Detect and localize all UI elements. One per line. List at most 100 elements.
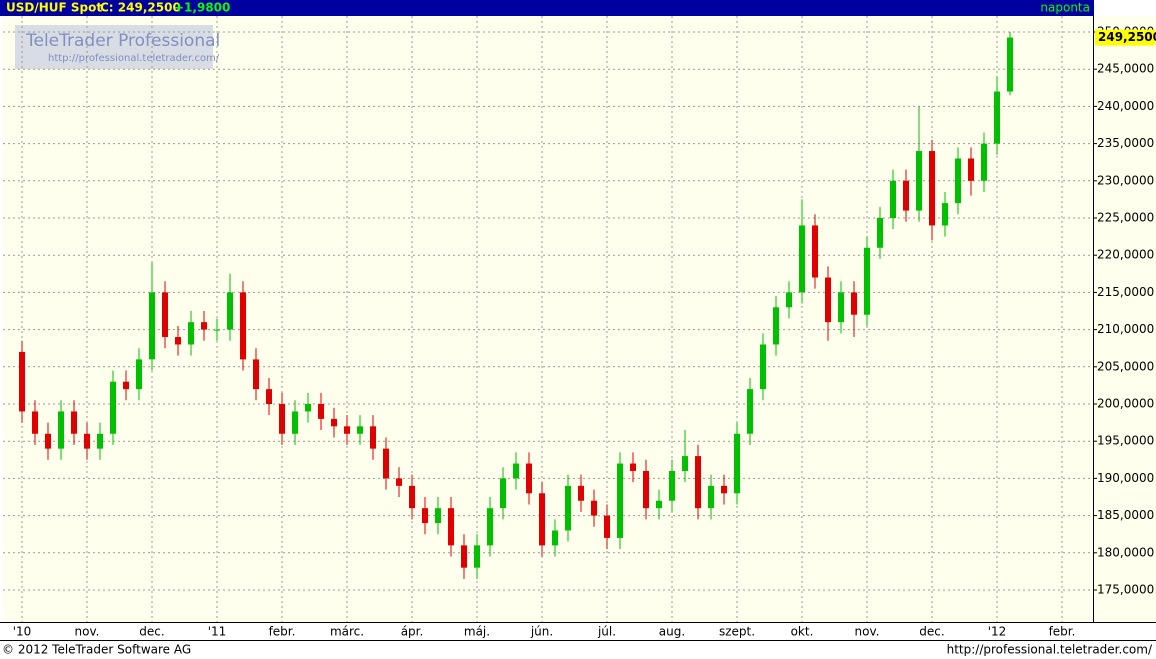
- change-label: +1,9800: [174, 1, 230, 15]
- y-tick-label: 230,0000: [1097, 173, 1154, 187]
- candle-body: [981, 143, 987, 181]
- candle-body: [279, 404, 285, 434]
- candle-body: [838, 292, 844, 323]
- candle-body: [110, 381, 116, 434]
- candle-body: [916, 151, 922, 211]
- candle-body: [942, 203, 948, 226]
- candle-body: [45, 433, 51, 449]
- candle-body: [786, 292, 792, 308]
- y-tick-label: 190,0000: [1097, 471, 1154, 485]
- candle-body: [825, 277, 831, 323]
- candle-body: [188, 322, 194, 345]
- x-tick-label: febr.: [1049, 625, 1076, 639]
- period-label: naponta: [1040, 1, 1090, 15]
- last-value-box: [1095, 29, 1155, 46]
- candle-body: [773, 307, 779, 345]
- candle-body: [994, 91, 1000, 144]
- candle-body: [58, 411, 64, 449]
- y-tick-label: 215,0000: [1097, 285, 1154, 299]
- candle-body: [162, 292, 168, 338]
- candle-body: [448, 508, 454, 546]
- candle-body: [97, 433, 103, 449]
- candle-body: [357, 426, 363, 434]
- y-tick-label: 175,0000: [1097, 583, 1154, 597]
- y-tick-label: 180,0000: [1097, 545, 1154, 559]
- candle-body: [630, 463, 636, 471]
- x-tick-label: aug.: [659, 625, 685, 639]
- y-tick-label: 220,0000: [1097, 248, 1154, 262]
- candle-body: [435, 508, 441, 524]
- candle-body: [734, 433, 740, 494]
- candle-body: [695, 456, 701, 509]
- candle-body: [71, 411, 77, 434]
- candle-body: [643, 470, 649, 509]
- x-tick-label: szept.: [719, 625, 755, 639]
- candle-body: [903, 180, 909, 211]
- y-axis-area: [1094, 16, 1156, 622]
- candle-body: [617, 463, 623, 538]
- candle-body: [747, 389, 753, 434]
- candle-body: [578, 485, 584, 501]
- candle-body: [682, 456, 688, 471]
- candle-body: [1007, 37, 1013, 92]
- candle-body: [513, 463, 519, 479]
- candle-body: [175, 337, 181, 345]
- candle-body: [32, 411, 38, 434]
- y-tick-label: 185,0000: [1097, 508, 1154, 522]
- candle-body: [812, 225, 818, 278]
- candle-body: [474, 545, 480, 568]
- candle-body: [331, 418, 337, 427]
- footer-right: http://professional.teletrader.com/: [947, 643, 1153, 657]
- candle-body: [669, 470, 675, 501]
- x-tick-label: okt.: [791, 625, 814, 639]
- candle-body: [877, 218, 883, 248]
- x-tick-label: ápr.: [401, 625, 424, 639]
- plot-area: [3, 16, 1093, 622]
- candle-body: [955, 158, 961, 204]
- footer-left: © 2012 TeleTrader Software AG: [2, 643, 191, 657]
- candle-body: [318, 404, 324, 419]
- y-tick-label: 200,0000: [1097, 397, 1154, 411]
- candle-body: [565, 485, 571, 531]
- x-tick-label: jún.: [530, 625, 553, 639]
- candle-body: [214, 329, 220, 331]
- candle-body: [929, 151, 935, 226]
- candle-body: [253, 359, 259, 390]
- x-tick-label: dec.: [139, 625, 164, 639]
- x-tick-label: márc.: [330, 625, 364, 639]
- candle-body: [656, 500, 662, 509]
- candle-body: [851, 292, 857, 315]
- x-tick-label: '10: [13, 625, 32, 639]
- x-tick-label: '11: [208, 625, 227, 639]
- candle-body: [799, 225, 805, 293]
- x-tick-label: nov.: [855, 625, 880, 639]
- x-tick-label: máj.: [464, 625, 490, 639]
- candle-body: [422, 508, 428, 524]
- candle-body: [552, 530, 558, 546]
- candle-body: [968, 158, 974, 181]
- x-tick-label: nov.: [75, 625, 100, 639]
- last-value-label: 249,2500: [1098, 30, 1156, 44]
- candle-body: [708, 485, 714, 509]
- chart-title: USD/HUF Spot: [6, 1, 102, 15]
- candle-body: [344, 426, 350, 434]
- candle-body: [266, 389, 272, 405]
- candle-body: [396, 478, 402, 486]
- candle-body: [227, 292, 233, 330]
- candle-body: [370, 426, 376, 449]
- candle-body: [136, 359, 142, 390]
- candle-body: [409, 485, 415, 509]
- candle-body: [760, 344, 766, 390]
- candle-body: [604, 515, 610, 538]
- candle-body: [305, 404, 311, 412]
- candle-body: [500, 478, 506, 509]
- candle-body: [461, 545, 467, 568]
- candle-body: [149, 292, 155, 360]
- candle-body: [526, 463, 532, 494]
- candle-body: [487, 508, 493, 546]
- header-bar: [0, 0, 1094, 16]
- candle-body: [890, 180, 896, 218]
- y-tick-label: 245,0000: [1097, 62, 1154, 76]
